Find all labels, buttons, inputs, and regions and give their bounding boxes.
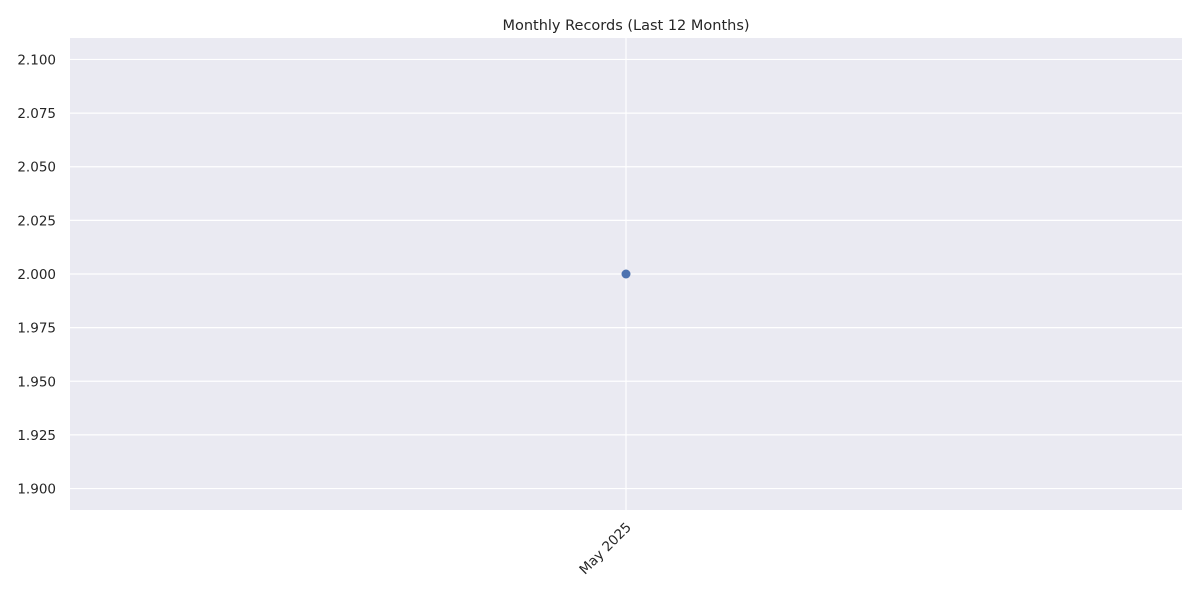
y-tick-label: 1.975 xyxy=(17,321,56,337)
y-tick-label: 2.100 xyxy=(17,52,56,68)
chart-title: Monthly Records (Last 12 Months) xyxy=(502,18,749,34)
y-axis: 1.900 1.925 1.950 1.975 2.000 2.025 2.050 2.075… xyxy=(17,52,56,497)
y-tick-label: 2.050 xyxy=(17,160,56,176)
data-point xyxy=(621,269,631,279)
y-tick-label: 1.900 xyxy=(17,482,56,498)
y-tick-label: 2.075 xyxy=(17,106,56,122)
y-tick-label: 1.925 xyxy=(17,428,56,444)
series-layer xyxy=(621,269,631,279)
y-tick-label: 2.000 xyxy=(17,267,56,283)
y-tick-label: 1.950 xyxy=(17,374,56,390)
y-tick-label: 2.025 xyxy=(17,213,56,229)
grid-lines xyxy=(70,38,1182,510)
